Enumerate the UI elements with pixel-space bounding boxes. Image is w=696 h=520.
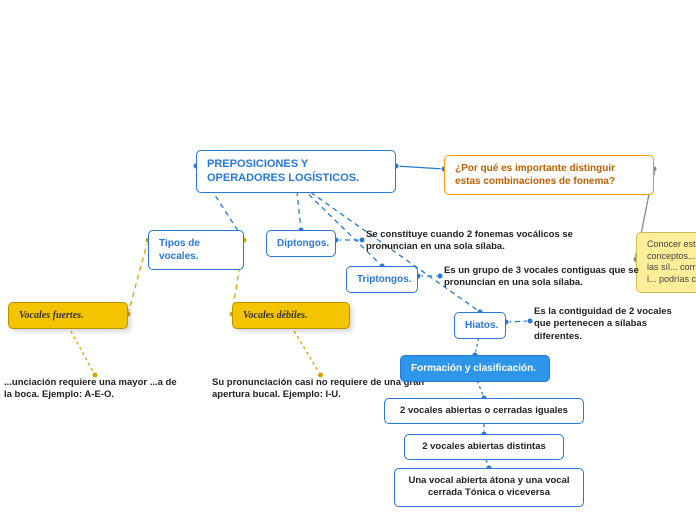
fuertes-desc: ...unciación requiere una mayor ...a de … bbox=[0, 375, 190, 404]
box3-node: Una vocal abierta átona y una vocal cerr… bbox=[394, 468, 584, 507]
diptongos-desc: Se constituye cuando 2 fonemas vocálicos… bbox=[362, 227, 582, 256]
diptongos-node: Diptongos. bbox=[266, 230, 336, 257]
hiatos-desc: Es la contiguidad de 2 vocales que perte… bbox=[530, 304, 690, 345]
fuertes-node: Vocales fuertes. bbox=[8, 302, 128, 329]
debiles-node: Vocales débiles. bbox=[232, 302, 350, 329]
title-node: PREPOSICIONES Y OPERADORES LOGÍSTICOS. bbox=[196, 150, 396, 193]
hiatos-node: Hiatos. bbox=[454, 312, 506, 339]
triptongos-desc: Es un grupo de 3 vocales contiguas que s… bbox=[440, 263, 650, 292]
question-node: ¿Por qué es importante distinguir estas … bbox=[444, 155, 654, 195]
formacion-node: Formación y clasificación. bbox=[400, 355, 550, 382]
box2-node: 2 vocales abiertas distintas bbox=[404, 434, 564, 460]
box1-node: 2 vocales abiertas o cerradas iguales bbox=[384, 398, 584, 424]
triptongos-node: Triptongos. bbox=[346, 266, 418, 293]
tipos-node: Tipos de vocales. bbox=[148, 230, 244, 270]
